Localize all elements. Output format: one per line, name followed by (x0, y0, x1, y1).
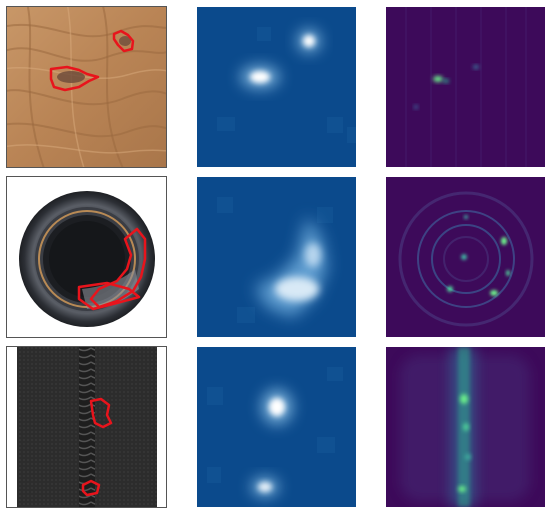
metal-nut-input-image (6, 176, 167, 338)
wood-viridis-map (386, 7, 545, 167)
metal-nut-viridis-map (386, 177, 545, 337)
defect-contour (112, 29, 135, 53)
zipper-blue-heatmap (197, 347, 356, 507)
wood-blue-heatmap (197, 7, 356, 167)
defect-contour (89, 397, 113, 429)
defect-contour (49, 65, 100, 92)
wood-input-image (6, 6, 167, 168)
metal-nut-blue-heatmap (197, 177, 356, 337)
zipper-viridis-map (386, 347, 545, 507)
defect-contour (81, 479, 101, 497)
defect-contour (77, 281, 141, 311)
zipper-input-image (6, 346, 167, 508)
